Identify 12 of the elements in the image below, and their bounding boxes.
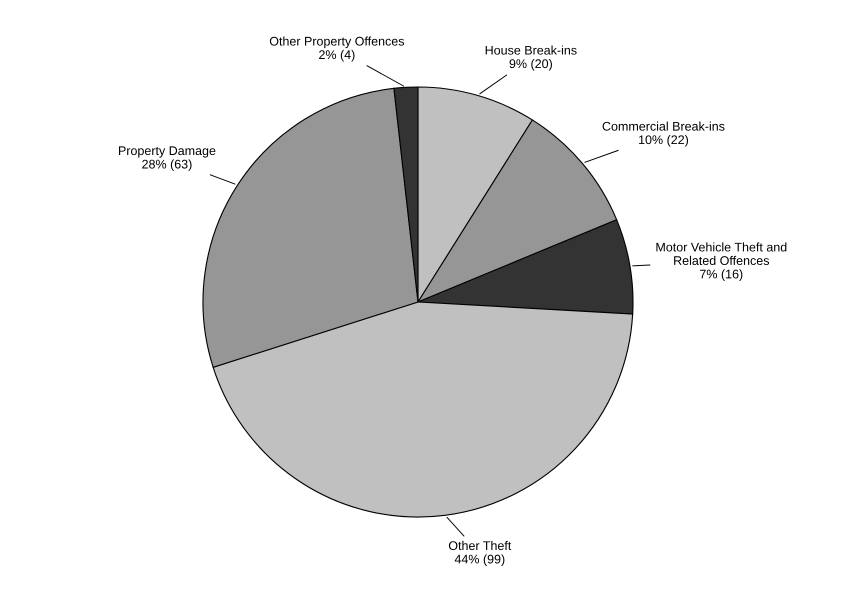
slice-label: House Break-ins	[486, 45, 577, 55]
slice-label: Commercial Break-ins	[602, 122, 724, 131]
data-label: 2% (4)	[319, 50, 355, 62]
data-label: 10% (22)	[639, 134, 688, 147]
slice-label: Property Damage	[118, 146, 216, 158]
slice-label: Motor Vehicle Theft and Related Offences	[656, 242, 786, 266]
data-label: 28% (63)	[142, 159, 192, 172]
data-label: 44% (99)	[454, 554, 504, 566]
slice-label: Other Theft	[448, 540, 512, 550]
data-label: 9% (20)	[510, 58, 552, 71]
slice-label: Other Property Offences	[270, 36, 404, 48]
data-label: 7% (16)	[700, 269, 742, 281]
